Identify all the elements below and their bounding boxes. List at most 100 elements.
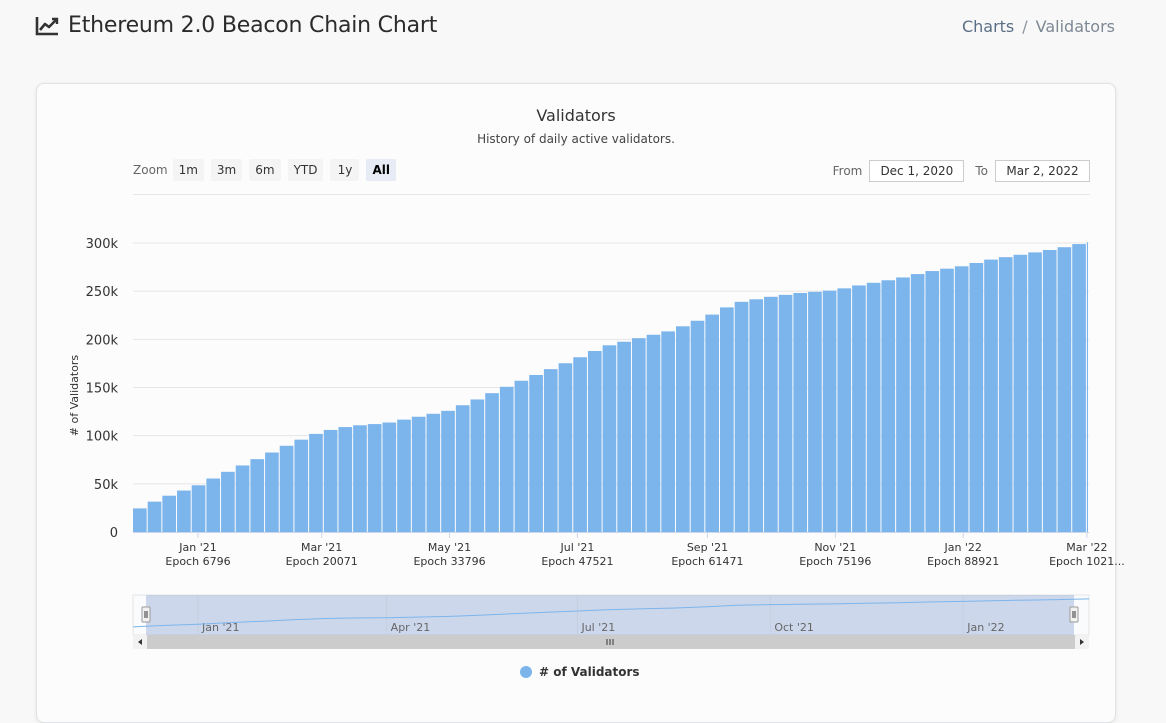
- scrollbar-thumb[interactable]: [147, 635, 1075, 649]
- validator-bar: [675, 326, 690, 532]
- validator-bar: [411, 416, 426, 532]
- navigator-tick-label: Jul '21: [580, 621, 615, 634]
- validator-bar: [514, 380, 529, 532]
- validator-bar: [852, 285, 866, 532]
- validator-bar: [499, 386, 514, 532]
- zoom-1y-button[interactable]: 1y: [330, 159, 360, 181]
- x-tick-epoch-label: Epoch 33796: [413, 555, 485, 568]
- date-range-selector: From To: [833, 160, 1090, 182]
- y-tick-label: 100k: [86, 430, 119, 445]
- validator-bar: [720, 307, 734, 532]
- breadcrumb-current: Validators: [1035, 17, 1115, 36]
- validator-bar: [690, 320, 705, 532]
- validator-bar: [1042, 249, 1057, 532]
- validator-bar: [162, 495, 177, 532]
- validator-bar: [367, 424, 382, 532]
- x-tick-epoch-label: Epoch 6796: [165, 555, 230, 568]
- validator-bar: [1072, 244, 1086, 532]
- validator-bar: [191, 485, 206, 532]
- validator-bar: [1028, 252, 1042, 532]
- navigator-tick-label: Jan '22: [966, 621, 1004, 634]
- navigator-left-handle[interactable]: [141, 606, 151, 623]
- x-tick-label: Mar '22: [1066, 541, 1107, 554]
- scroll-right-arrow-icon: [1080, 639, 1084, 645]
- validator-bar: [133, 508, 147, 532]
- x-tick-epoch-label: Epoch 61471: [671, 555, 743, 568]
- validator-bar: [529, 374, 543, 532]
- x-tick-label: Nov '21: [814, 541, 856, 554]
- validator-bar: [881, 280, 896, 532]
- x-tick-epoch-label: Epoch 88921: [927, 555, 999, 568]
- zoom-1m-button[interactable]: 1m: [172, 159, 204, 181]
- zoom-all-button[interactable]: All: [366, 159, 396, 181]
- scroll-left-arrow-icon: [138, 639, 142, 645]
- zoom-label: Zoom: [133, 163, 168, 177]
- validator-bar: [661, 331, 675, 532]
- from-date-input[interactable]: [869, 160, 965, 182]
- page-title-text: Ethereum 2.0 Beacon Chain Chart: [68, 13, 438, 38]
- validator-bar: [587, 350, 602, 532]
- validator-bar: [837, 288, 852, 532]
- validators-chart: 0 50k 100k 150k 200k 250k 300k # of Validators J…: [68, 237, 1125, 649]
- legend-label: # of Validators: [539, 665, 640, 679]
- y-tick-label: 150k: [86, 382, 119, 397]
- x-tick-label: Sep '21: [687, 541, 728, 554]
- y-tick-label: 50k: [94, 478, 119, 493]
- navigator-mask: [146, 595, 1074, 635]
- validator-bar: [470, 399, 485, 532]
- navigator-tick-label: Oct '21: [774, 621, 814, 634]
- zoom-3m-button[interactable]: 3m: [210, 159, 243, 181]
- navigator-series-line: [132, 598, 1090, 628]
- breadcrumb: Charts / Validators: [962, 17, 1115, 36]
- page-title: Ethereum 2.0 Beacon Chain Chart: [35, 13, 437, 38]
- validator-bar: [441, 410, 455, 532]
- legend-marker: [520, 666, 532, 678]
- y-tick-label: 300k: [86, 237, 119, 252]
- validator-bar: [382, 422, 397, 532]
- validator-bar: [602, 345, 617, 532]
- y-axis-title: # of Validators: [68, 355, 81, 437]
- validator-bar: [573, 357, 587, 532]
- controls-divider: [133, 194, 1090, 195]
- validator-bar: [954, 266, 969, 532]
- to-date-input[interactable]: [995, 160, 1090, 182]
- validator-bar: [221, 471, 235, 532]
- navigator-right-handle[interactable]: [1069, 606, 1079, 623]
- x-tick-epoch-label: Epoch 47521: [541, 555, 613, 568]
- breadcrumb-charts-link[interactable]: Charts: [961, 17, 1015, 36]
- validator-bar: [1057, 247, 1072, 533]
- zoom-ytd-button[interactable]: YTD: [287, 159, 324, 181]
- validator-bar: [969, 262, 984, 532]
- line-chart-icon: [35, 16, 59, 36]
- validator-bar: [543, 369, 558, 532]
- y-tick-label: 200k: [86, 333, 119, 348]
- validator-bar: [147, 501, 162, 532]
- chart-title: Validators: [536, 106, 616, 125]
- x-tick-epoch-label: Epoch 1021...: [1049, 555, 1125, 568]
- validator-bar: [279, 445, 294, 532]
- x-tick-label: Jul '21: [560, 541, 595, 554]
- x-tick-epoch-label: Epoch 75196: [799, 555, 871, 568]
- validator-bar: [353, 425, 367, 532]
- validator-bar: [426, 413, 441, 532]
- validator-bar: [998, 257, 1013, 532]
- validator-bar: [485, 393, 499, 532]
- validator-bar: [925, 271, 940, 532]
- zoom-selector: Zoom 1m 3m 6m YTD 1y All: [133, 159, 403, 181]
- validator-bar: [705, 314, 720, 532]
- chart-legend[interactable]: # of Validators: [520, 664, 640, 680]
- validator-bar: [793, 293, 808, 532]
- page-header: Ethereum 2.0 Beacon Chain Chart Charts / V…: [0, 0, 1166, 60]
- x-tick-label: Jan '22: [943, 541, 981, 554]
- zoom-6m-button[interactable]: 6m: [249, 159, 281, 181]
- x-tick-epoch-label: Epoch 20071: [286, 555, 358, 568]
- validator-bar: [764, 296, 778, 532]
- validator-bar: [910, 274, 925, 532]
- validator-bar: [808, 291, 822, 532]
- validator-bar: [631, 338, 646, 532]
- breadcrumb-separator: /: [1022, 17, 1028, 36]
- validator-bar: [734, 301, 749, 532]
- validator-bar: [984, 259, 998, 532]
- validator-bar: [866, 282, 881, 532]
- navigator-tick-label: Apr '21: [391, 621, 431, 634]
